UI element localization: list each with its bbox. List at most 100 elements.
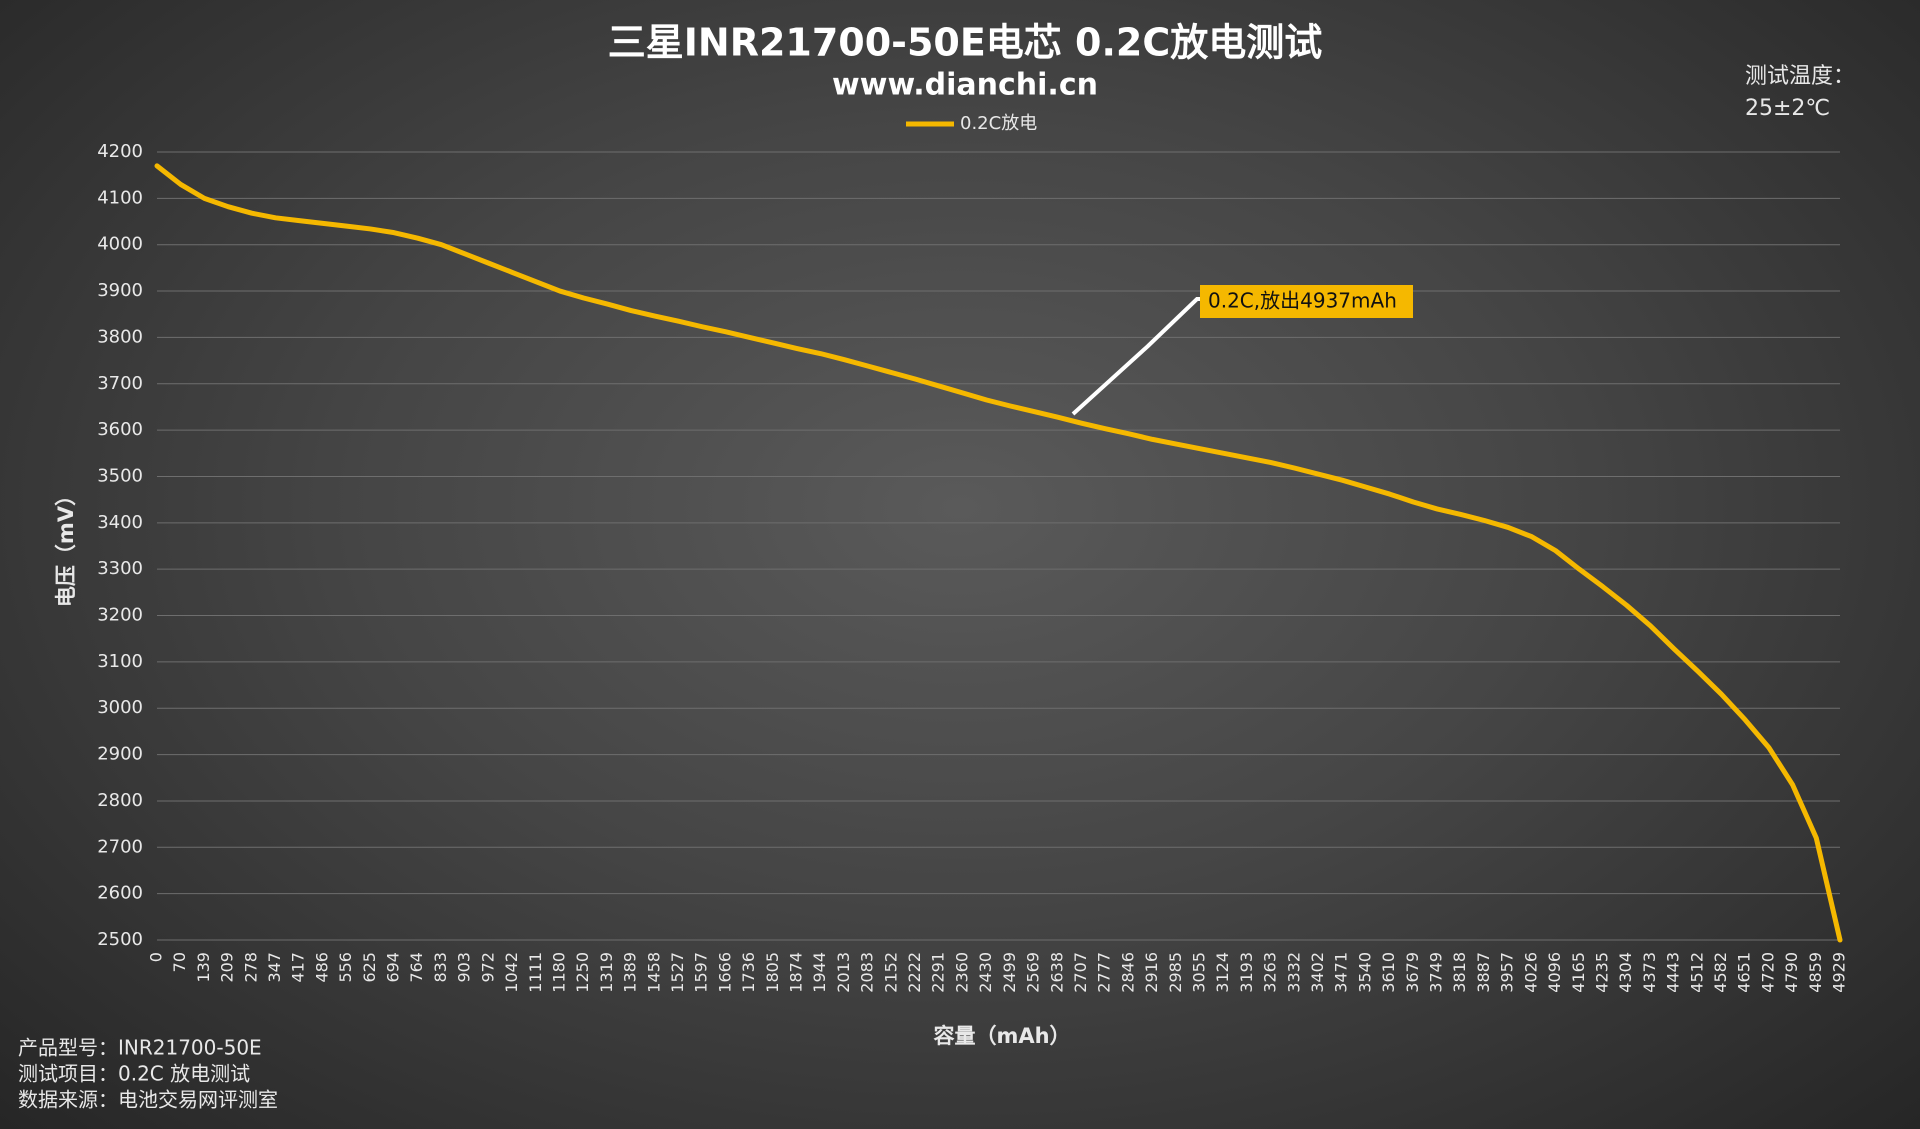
data-line bbox=[154, 163, 1843, 943]
x-tick-label: 2777 bbox=[1095, 952, 1114, 993]
x-tick-label: 1666 bbox=[715, 952, 734, 993]
x-tick-label: 1042 bbox=[502, 952, 521, 993]
y-tick-label: 2600 bbox=[97, 883, 143, 904]
footer-line: 数据来源：电池交易网评测室 bbox=[18, 1088, 278, 1112]
x-tick-label: 694 bbox=[384, 952, 403, 983]
y-tick-label: 4200 bbox=[97, 141, 143, 162]
x-tick-label: 70 bbox=[170, 952, 189, 972]
x-tick-label: 764 bbox=[407, 952, 426, 983]
y-tick-label: 3200 bbox=[97, 605, 143, 626]
x-tick-label: 4373 bbox=[1640, 952, 1659, 993]
x-tick-label: 4790 bbox=[1782, 952, 1801, 993]
x-tick-label: 209 bbox=[218, 952, 237, 983]
x-tick-label: 3332 bbox=[1284, 952, 1303, 993]
x-tick-label: 2916 bbox=[1142, 952, 1161, 993]
x-tick-label: 1111 bbox=[526, 952, 545, 993]
x-tick-label: 2222 bbox=[905, 952, 924, 993]
x-tick-label: 2430 bbox=[976, 952, 995, 993]
x-tick-label: 2360 bbox=[952, 952, 971, 993]
footer-line: 测试项目：0.2C 放电测试 bbox=[18, 1062, 250, 1086]
x-tick-label: 1389 bbox=[621, 952, 640, 993]
x-tick-label: 4720 bbox=[1758, 952, 1777, 993]
plot-area: 2500 2600 2700 2800 2900 3000 3100 3200 3300 3400… bbox=[97, 141, 1848, 993]
y-tick-label: 2700 bbox=[97, 836, 143, 857]
x-tick-label: 2013 bbox=[834, 952, 853, 993]
x-tick-label: 1597 bbox=[692, 952, 711, 993]
x-tick-label: 4304 bbox=[1616, 952, 1635, 993]
x-tick-label: 2638 bbox=[1047, 952, 1066, 993]
x-tick-label: 2291 bbox=[929, 952, 948, 993]
y-tick-label: 2800 bbox=[97, 790, 143, 811]
temperature-label: 测试温度： bbox=[1745, 64, 1855, 89]
x-tick-label: 556 bbox=[336, 952, 355, 983]
chart-title: 三星INR21700-50E电芯 0.2C放电测试 bbox=[608, 21, 1322, 65]
x-tick-label: 3402 bbox=[1308, 952, 1327, 993]
x-tick-label: 972 bbox=[478, 952, 497, 983]
x-tick-label: 347 bbox=[265, 952, 284, 983]
y-tick-label: 4100 bbox=[97, 187, 143, 208]
x-tick-label: 3887 bbox=[1474, 952, 1493, 993]
y-axis-title: 电压（mV） bbox=[54, 485, 78, 607]
annotation-box bbox=[1200, 285, 1413, 318]
x-tick-label: 2569 bbox=[1024, 952, 1043, 993]
x-tick-label: 2707 bbox=[1071, 952, 1090, 993]
x-tick-label: 1250 bbox=[573, 952, 592, 993]
x-tick-label: 1527 bbox=[668, 952, 687, 993]
x-tick-label: 1180 bbox=[549, 952, 568, 993]
x-tick-label: 2985 bbox=[1166, 952, 1185, 993]
x-tick-label: 3749 bbox=[1427, 952, 1446, 993]
y-tick-label: 4000 bbox=[97, 234, 143, 255]
x-tick-label: 3610 bbox=[1379, 952, 1398, 993]
legend-label: 0.2C放电 bbox=[960, 113, 1037, 134]
x-tick-label: 3679 bbox=[1403, 952, 1422, 993]
x-tick-label: 4096 bbox=[1545, 952, 1564, 993]
x-tick-label: 1736 bbox=[739, 952, 758, 993]
x-tick-label: 4235 bbox=[1592, 952, 1611, 993]
y-tick-label: 3500 bbox=[97, 465, 143, 486]
x-tick-label: 2083 bbox=[858, 952, 877, 993]
x-tick-label: 3957 bbox=[1498, 952, 1517, 993]
x-tick-label: 625 bbox=[360, 952, 379, 983]
x-tick-label: 417 bbox=[289, 952, 308, 983]
x-tick-label: 1874 bbox=[787, 952, 806, 993]
x-tick-label: 4165 bbox=[1569, 952, 1588, 993]
x-tick-label: 486 bbox=[312, 952, 331, 983]
x-tick-label: 139 bbox=[194, 952, 213, 983]
temperature: 25±2℃ bbox=[1745, 96, 1830, 121]
x-tick-label: 3055 bbox=[1189, 952, 1208, 993]
x-tick-label: 833 bbox=[431, 952, 450, 983]
x-tick-label: 3263 bbox=[1261, 952, 1280, 993]
x-tick-label: 2152 bbox=[881, 952, 900, 993]
x-tick-label: 0 bbox=[147, 952, 166, 962]
x-tick-label: 4443 bbox=[1664, 952, 1683, 993]
y-tick-label: 2500 bbox=[97, 929, 143, 950]
x-tick-label: 4859 bbox=[1806, 952, 1825, 993]
y-tick-label: 3300 bbox=[97, 558, 143, 579]
x-tick-label: 278 bbox=[241, 952, 260, 983]
x-tick-label: 2499 bbox=[1000, 952, 1019, 993]
x-tick-label: 4582 bbox=[1711, 952, 1730, 993]
x-tick-label: 1458 bbox=[644, 952, 663, 993]
x-axis-title: 容量（mAh） bbox=[933, 1024, 1070, 1048]
x-tick-label: 3818 bbox=[1450, 952, 1469, 993]
y-tick-label: 3800 bbox=[97, 326, 143, 347]
x-tick-label: 3540 bbox=[1355, 952, 1374, 993]
y-tick-label: 3600 bbox=[97, 419, 143, 440]
x-tick-label: 3471 bbox=[1332, 952, 1351, 993]
x-tick-label: 4651 bbox=[1735, 952, 1754, 993]
annotation-leader bbox=[1071, 297, 1205, 416]
y-tick-label: 3100 bbox=[97, 651, 143, 672]
chart-subtitle: www.dianchi.cn bbox=[832, 68, 1098, 103]
x-tick-label: 1805 bbox=[763, 952, 782, 993]
x-tick-label: 3124 bbox=[1213, 952, 1232, 993]
x-tick-label: 1319 bbox=[597, 952, 616, 993]
x-tick-label: 3193 bbox=[1237, 952, 1256, 993]
annotation: 0.2C,放出4937mAh bbox=[1208, 289, 1397, 313]
y-tick-label: 3700 bbox=[97, 373, 143, 394]
x-tick-label: 903 bbox=[455, 952, 474, 983]
x-tick-label: 2846 bbox=[1118, 952, 1137, 993]
x-tick-label: 4026 bbox=[1521, 952, 1540, 993]
footer-line: 产品型号：INR21700-50E bbox=[18, 1036, 262, 1060]
